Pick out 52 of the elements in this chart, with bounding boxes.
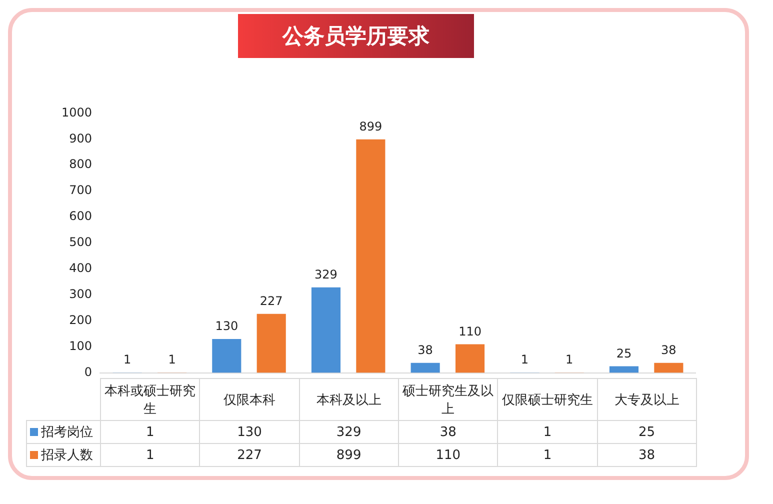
y-tick-label: 800 xyxy=(69,157,92,172)
y-tick-label: 500 xyxy=(69,235,92,250)
data-label: 130 xyxy=(200,420,300,444)
data-label: 38 xyxy=(597,444,696,466)
text: 38 xyxy=(661,343,676,358)
x-tick-label: 硕士研究生及以上 xyxy=(398,378,498,420)
text: 110 xyxy=(458,324,482,338)
x-tick-label: 大专及以上 xyxy=(597,378,696,420)
y-tick-label: 1000 xyxy=(61,105,92,120)
y-tick-label: 700 xyxy=(69,183,92,198)
x-tick-label: 仅限硕士研究生 xyxy=(498,378,598,420)
y-tick-label: 200 xyxy=(69,313,92,328)
y-tick-label: 600 xyxy=(69,209,92,224)
data-label: 1 xyxy=(498,420,598,444)
y-tick-label: 900 xyxy=(69,131,92,146)
text: 130 xyxy=(215,319,238,334)
text: 1 xyxy=(566,352,574,367)
x-tick-label: 仅限本科 xyxy=(200,378,300,420)
y-tick-label: 300 xyxy=(69,287,92,302)
data-label: 899 xyxy=(299,444,398,466)
data-label: 1 xyxy=(100,420,200,444)
bar xyxy=(455,344,485,373)
text: 1 xyxy=(520,352,528,367)
text: 329 xyxy=(314,268,338,282)
chart-title: 公务员学历要求 xyxy=(238,14,474,58)
bar xyxy=(410,362,440,373)
x-tick-label: 本科及以上 xyxy=(299,378,398,420)
legend-label: 招考岗位 xyxy=(26,420,100,444)
bar xyxy=(356,139,386,373)
bar xyxy=(212,339,242,373)
data-label: 25 xyxy=(597,420,696,444)
data-label: 38 xyxy=(398,420,498,444)
bar xyxy=(311,287,341,373)
data-label: 1 xyxy=(100,444,200,466)
text: 227 xyxy=(260,294,283,308)
bar xyxy=(654,362,684,373)
text: 899 xyxy=(359,120,382,134)
legend-label: 招录人数 xyxy=(26,444,100,466)
data-label: 1 xyxy=(498,444,598,466)
text: 1 xyxy=(123,352,132,367)
x-tick-label: 本科或硕士研究生 xyxy=(100,378,200,420)
text: 38 xyxy=(418,343,433,358)
text: 25 xyxy=(616,346,632,360)
y-tick-label: 100 xyxy=(69,338,92,353)
text: 1 xyxy=(168,352,176,367)
bar xyxy=(256,314,286,373)
data-label: 110 xyxy=(398,444,498,466)
data-label: 227 xyxy=(200,444,300,466)
y-tick-label: 0 xyxy=(84,364,92,379)
y-tick-label: 400 xyxy=(69,261,92,276)
data-label: 329 xyxy=(299,420,398,444)
bar xyxy=(609,366,639,373)
